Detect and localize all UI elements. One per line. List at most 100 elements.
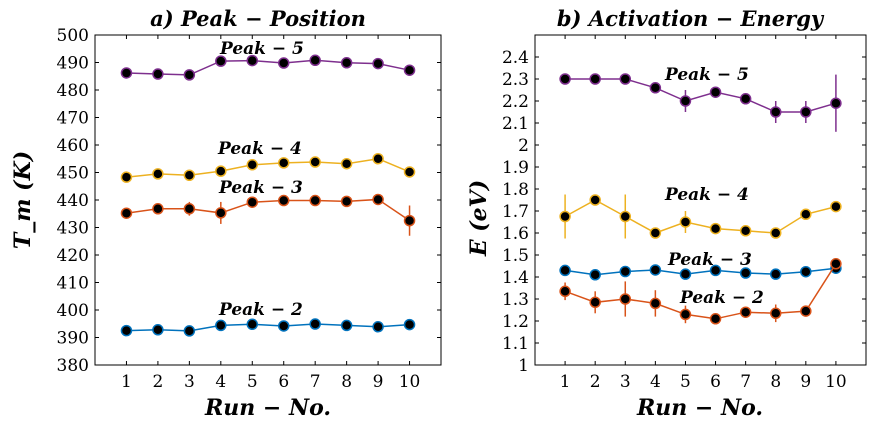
panel-b-data-point xyxy=(619,73,632,85)
panel-a-data-point xyxy=(215,207,227,219)
panel-b-data-point xyxy=(679,268,692,280)
panel-b-y-tick-label: 1.2 xyxy=(502,312,529,332)
panel-a-data-point xyxy=(340,57,353,69)
panel-b-y-tick-label: 1.8 xyxy=(502,180,529,200)
panel-a-y-tick-label: 450 xyxy=(57,164,89,184)
panel-b-series-line xyxy=(565,78,837,113)
panel-b-y-tick-label: 1 xyxy=(518,356,529,376)
panel-b-series-line xyxy=(564,263,837,320)
panel-a-data-point xyxy=(183,203,196,215)
panel-b-x-axis-label: Run − No. xyxy=(636,395,763,421)
panel-b-y-tick-label: 2.4 xyxy=(502,48,529,68)
panel-b-y-tick-label: 1.7 xyxy=(502,202,529,222)
panel-a-data-point xyxy=(183,325,196,337)
panel-b-data-point xyxy=(559,285,571,298)
panel-a-series-label: Peak − 4 xyxy=(217,139,302,159)
panel-a-x-tick-label: 2 xyxy=(152,372,163,392)
panel-a-data-point xyxy=(372,153,384,165)
panel-b-y-tick-label: 2 xyxy=(518,136,529,156)
panel-b-x-tick-label: 1 xyxy=(560,372,571,392)
panel-a-data-point xyxy=(309,318,321,330)
panel-b-y-tick-label: 1.9 xyxy=(502,158,529,178)
panel-a-x-tick-label: 9 xyxy=(373,372,384,392)
panel-a-series-line xyxy=(126,157,410,178)
panel-a-y-tick-label: 410 xyxy=(57,274,89,294)
panel-b-data-point xyxy=(709,313,722,325)
panel-b-data-point xyxy=(619,293,632,305)
panel-a-data-point xyxy=(309,156,321,168)
panel-a-data-point xyxy=(277,157,290,169)
panel-a-data-point xyxy=(277,320,290,332)
panel-a-series-line xyxy=(126,198,410,222)
panel-b-x-tick-label: 7 xyxy=(740,372,751,392)
panel-a-data-point xyxy=(215,319,227,332)
panel-b-data-point xyxy=(830,97,842,109)
panel-a-data-point xyxy=(403,166,416,178)
panel-a-data-point xyxy=(183,169,196,181)
panel-a-data-point xyxy=(372,57,384,70)
panel-b-series-label: Peak − 2 xyxy=(679,288,764,308)
panel-b-data-point xyxy=(769,307,782,320)
panel-b-y-tick-label: 1.1 xyxy=(502,334,529,354)
panel-a-x-tick-label: 1 xyxy=(121,372,132,392)
panel-b-x-tick-label: 3 xyxy=(620,372,631,392)
panel-a-data-point xyxy=(152,68,164,80)
panel-a-series-label: Peak − 2 xyxy=(218,300,303,320)
panel-b-data-point xyxy=(619,265,632,278)
panel-a-data-point xyxy=(246,196,259,208)
panel-a-y-tick-label: 380 xyxy=(57,356,89,376)
panel-b-data-point xyxy=(589,296,601,309)
panel-b-y-tick-label: 1.5 xyxy=(502,246,529,266)
panel-b-x-tick-label: 10 xyxy=(825,372,847,392)
panel-a-data-point xyxy=(277,194,290,207)
panel-a-y-tick-label: 420 xyxy=(57,246,89,266)
panel-b-data-point xyxy=(649,264,662,276)
panel-b-x-tick-label: 2 xyxy=(590,372,601,392)
panel-a-data-point xyxy=(403,64,416,76)
panel-b-x-tick-label: 9 xyxy=(800,372,811,392)
panel-a-y-axis-label: T_m (K) xyxy=(10,151,36,249)
panel-a-data-point xyxy=(152,324,164,336)
panel-a-data-point xyxy=(120,207,133,219)
panel-b-series-label: Peak − 4 xyxy=(664,185,749,205)
panel-b-data-point xyxy=(619,210,632,223)
panel-a-data-point xyxy=(120,67,133,79)
panel-a-data-point xyxy=(246,54,259,67)
panel-b-y-tick-label: 2.1 xyxy=(502,114,529,134)
panel-b-data-point xyxy=(769,227,782,239)
panel-a-series-line xyxy=(126,59,410,76)
panel-a-data-point xyxy=(340,195,353,208)
panel-a-y-tick-label: 490 xyxy=(57,54,89,74)
panel-b-data-point xyxy=(559,210,571,223)
panel-b-data-point xyxy=(739,225,752,237)
panel-a-x-tick-label: 3 xyxy=(184,372,195,392)
panel-a-data-point xyxy=(340,157,353,170)
panel-b-data-point xyxy=(559,264,571,277)
panel-b-data-point xyxy=(830,258,842,270)
panel-a-data-point xyxy=(120,324,133,337)
panel-b-y-tick-label: 1.6 xyxy=(502,224,529,244)
panel-a-series-label: Peak − 5 xyxy=(219,39,304,59)
panel-a-data-point xyxy=(372,193,384,206)
panel-a-y-tick-label: 390 xyxy=(57,329,89,349)
panel-a-x-tick-label: 6 xyxy=(278,372,289,392)
panel-a-data-point xyxy=(340,319,353,332)
panel-b-data-point xyxy=(649,227,662,239)
panel-b-title: b) Activation − Energy xyxy=(557,6,825,31)
panel-b-data-point xyxy=(830,200,842,213)
panel-a-data-point xyxy=(246,318,259,331)
panel-b-data-point xyxy=(679,95,692,107)
panel-b-data-point xyxy=(709,264,722,277)
panel-a-x-tick-label: 10 xyxy=(399,372,421,392)
panel-b-data-point xyxy=(800,305,812,317)
panel-a-data-point xyxy=(246,159,259,171)
panel-a-y-tick-label: 480 xyxy=(57,81,89,101)
panel-a-y-tick-label: 500 xyxy=(57,26,89,46)
panel-b-data-point xyxy=(559,73,571,85)
panel-a-data-point xyxy=(152,203,164,215)
panel-a-x-tick-label: 4 xyxy=(215,372,226,392)
panel-a-x-tick-label: 7 xyxy=(310,372,321,392)
panel-a-data-point xyxy=(152,168,164,180)
